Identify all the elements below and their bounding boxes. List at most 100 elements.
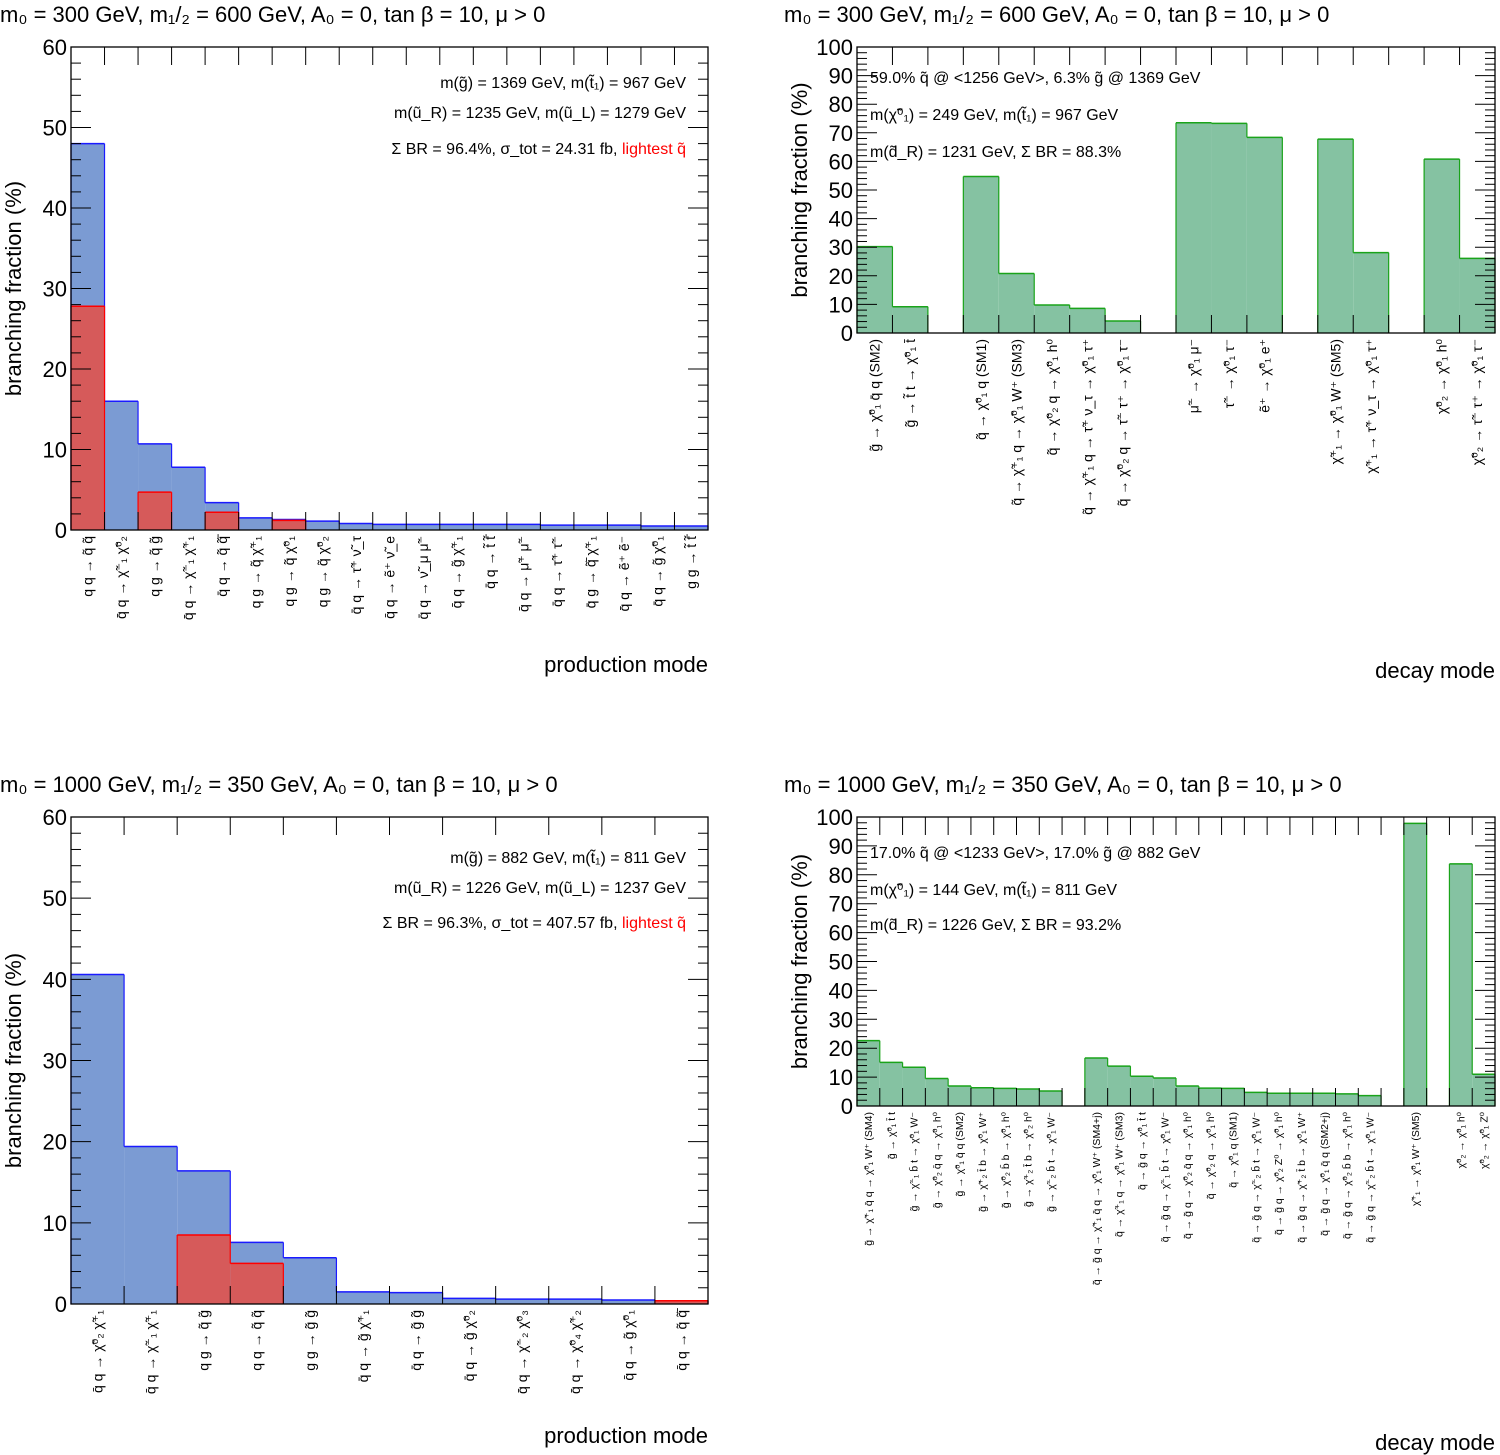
bar <box>71 306 105 530</box>
panel-decay-2: m₀ = 1000 GeV, m₁/₂ = 350 GeV, A₀ = 0, t… <box>750 770 1500 1455</box>
bar <box>495 1299 549 1304</box>
bar <box>272 520 306 530</box>
x-category-label: q̃ → χ̃⁺₁ q → χ̃⁰₁ W⁺ (SM3) <box>1008 339 1024 506</box>
bar <box>902 1067 926 1106</box>
bar <box>1312 1093 1336 1106</box>
bar <box>1105 320 1141 333</box>
info-line: m(χ̃⁰₁) = 249 GeV, m(t̃₁) = 967 GeV <box>870 105 1119 124</box>
legend-lightest-squark: lightest q̃ <box>622 141 686 158</box>
x-category-label: q̄ q → ẽ⁺ ν̃_e <box>381 536 397 619</box>
series-total <box>856 822 1496 1106</box>
bar <box>230 1263 284 1304</box>
y-tick-label: 50 <box>43 886 67 911</box>
bar <box>892 306 928 333</box>
bar <box>1069 308 1106 333</box>
info-text: Σ BR = 96.3%, σ_tot = 407.57 fb, <box>382 915 621 932</box>
info-line: 59.0% q̃ @ <1256 GeV>, 6.3% g̃ @ 1369 Ge… <box>870 70 1201 87</box>
x-axis-label: decay mode <box>1375 1430 1495 1455</box>
bar <box>970 1087 994 1106</box>
y-tick-label: 40 <box>43 196 67 221</box>
x-category-label: g̃ → χ̃⁺₁ q̄ q → χ̃⁰₁ W⁺ (SM4) <box>863 1112 875 1246</box>
bar <box>925 1078 949 1106</box>
bar <box>389 1292 443 1304</box>
bar <box>993 1088 1017 1106</box>
bar <box>1358 1095 1382 1106</box>
bar <box>439 524 474 530</box>
bar <box>1335 1093 1359 1106</box>
info-line: m(χ̃⁰₁) = 144 GeV, m(t̃₁) = 811 GeV <box>870 880 1117 899</box>
panel-production-2: m₀ = 1000 GeV, m₁/₂ = 350 GeV, A₀ = 0, t… <box>0 770 750 1455</box>
y-tick-label: 30 <box>829 235 853 260</box>
x-category-label: q̄ q → χ̃⁰₄ χ̃⁺₂ <box>567 1310 583 1394</box>
x-category-label: q̃ → g̃ q → χ̃⁰₂ q̄ q → χ̃⁰₁ h⁰ <box>1182 1111 1194 1239</box>
x-category-label: q̃ → g̃ q → χ̃⁻₂ b̄ t → χ̃⁰₁ W⁻ <box>1250 1112 1263 1243</box>
bar <box>1153 1077 1176 1106</box>
series-total <box>70 142 709 530</box>
bar <box>406 524 440 530</box>
bar <box>1039 1090 1063 1106</box>
info-line: 17.0% q̃ @ <1233 GeV>, 17.0% g̃ @ 882 Ge… <box>870 845 1201 862</box>
y-tick-label: 20 <box>829 1036 853 1061</box>
bar <box>71 974 125 1304</box>
title-text: m₀ = 1000 GeV, m₁/₂ = 350 GeV, A₀ = 0, t… <box>0 772 558 797</box>
x-category-label: q̄ q → ν̃_μ μ̃⁻ <box>415 536 431 619</box>
x-category-label: q̃ → g̃ q → χ̃⁰₁ q̄ q (SM2+j) <box>1319 1112 1331 1236</box>
y-tick-label: 70 <box>829 121 853 146</box>
x-category-label: q̄ q → χ̃⁻₁ χ̃⁰₂ <box>113 536 129 619</box>
bar <box>1459 258 1495 333</box>
bar <box>1244 1092 1268 1106</box>
y-tick-label: 10 <box>829 292 853 317</box>
y-tick-label: 40 <box>43 967 67 992</box>
chart-production-1: 0 10 20 30 40 50 60 q q → q̃ q̃ q̄ q → χ̃⁻₁ χ̃⁰₂… <box>1 35 709 677</box>
x-category-label: q̃ → g̃ q → χ̃⁰₂ Z⁰ → χ̃⁰₁ h⁰ <box>1273 1111 1285 1235</box>
y-tick-label: 30 <box>43 277 67 302</box>
x-category-label: q̃ → g̃ q → χ̃⁻₂ b̄ t → χ̃⁰₁ W⁻ <box>1364 1112 1377 1243</box>
x-category-label: q̄ q → q̃ q̃̄ <box>214 534 230 597</box>
y-tick-label: 10 <box>43 1211 67 1236</box>
info-line: Σ BR = 96.3%, σ_tot = 407.57 fb, lightes… <box>382 915 686 932</box>
x-category-label: q g → q̃ g̃ <box>147 536 163 597</box>
bar <box>1034 304 1070 333</box>
info-text: 17.0% q̃ @ <1233 GeV>, 17.0% g̃ @ 882 Ge… <box>870 845 1201 862</box>
y-tick-label: 60 <box>829 149 853 174</box>
bar <box>674 525 708 530</box>
panel-title: m₀ = 1000 GeV, m₁/₂ = 350 GeV, A₀ = 0, t… <box>784 772 1342 798</box>
x-category-label: μ̃⁻ → χ̃⁰₁ μ⁻ <box>1186 339 1202 413</box>
x-category-label: ẽ⁺ → χ̃⁰₁ e⁺ <box>1257 339 1273 413</box>
panel-production-1: m₀ = 300 GeV, m₁/₂ = 600 GeV, A₀ = 0, ta… <box>0 0 750 700</box>
x-category-label: q̄ q → χ̃⁻₂ χ̃⁰₃ <box>514 1310 530 1394</box>
x-category-label: q̄ q → χ̃⁻₁ χ̃⁺₁ <box>143 1310 159 1394</box>
x-category-label: q̄ q → g̃ χ̃⁺₁ <box>448 536 464 609</box>
bar <box>654 1300 708 1304</box>
y-tick-label: 50 <box>829 950 853 975</box>
y-tick-label: 60 <box>43 805 67 830</box>
x-category-label: q g → q̃ χ̃⁺₁ <box>247 536 263 609</box>
bar <box>963 176 999 333</box>
y-tick-label: 30 <box>43 1049 67 1074</box>
x-category-label: q̃ → g̃ q → χ̃⁺₁ q̄ q → χ̃⁰₁ W⁺ (SM4+j) <box>1091 1112 1103 1285</box>
chart-decay-1: 0 10 20 30 40 50 60 70 80 90 100 g̃ → χ̃⁰₁ q̄ q (SM… <box>787 35 1496 683</box>
x-category-label: χ̃⁰₂ → χ̃⁰₁ h⁰ <box>1434 339 1450 415</box>
x-category-label: g̃ → χ̃⁰₂ q̄ q → χ̃⁰₁ h⁰ <box>931 1111 943 1208</box>
bar <box>177 1235 231 1304</box>
x-category-label: χ̃⁺₁ → χ̃⁰₁ W⁺ (SM5) <box>1327 339 1343 464</box>
x-category-label: q g → q̃ χ̃⁰₂ <box>314 536 330 607</box>
y-tick-label: 20 <box>43 357 67 382</box>
x-category-label: g̃ → χ̃⁰₂ b̄ b → χ̃⁰₁ h⁰ <box>999 1111 1012 1208</box>
x-category-label: q̃ → g̃ q → χ̃⁰₁ t̄ t <box>1136 1112 1148 1190</box>
x-category-label: q̄ q → g̃ χ̃⁺₁ <box>355 1310 371 1383</box>
x-axis-label: decay mode <box>1375 658 1495 683</box>
x-category-label: q̄ q → τ̃⁺ τ̃⁻ <box>549 536 565 607</box>
bar <box>1353 252 1389 333</box>
x-category-label: q̃ → χ̃⁺₁ q → τ̃⁺ ν_τ → χ̃⁰₁ τ⁺ <box>1079 339 1095 515</box>
x-category-label: g̃ → χ̃⁻₁ b̄ t → χ̃⁰₁ W⁻ <box>908 1112 921 1212</box>
y-tick-label: 80 <box>829 863 853 888</box>
info-text: m(χ̃⁰₁) = 249 GeV, m(t̃₁) = 967 GeV <box>870 105 1119 124</box>
x-category-label: χ̃⁰₂ → χ̃⁰₁ h⁰ <box>1455 1111 1467 1168</box>
bar <box>1317 139 1354 333</box>
bar <box>372 524 407 530</box>
x-category-label: q g → q̃ χ̃⁰₁ <box>281 536 297 607</box>
y-tick-label: 0 <box>841 1094 853 1119</box>
chart-decay-2: 0 10 20 30 40 50 60 70 80 90 100 g̃ → χ̃⁺₁ q̄ q → χ… <box>787 805 1496 1455</box>
y-tick-label: 0 <box>841 321 853 346</box>
